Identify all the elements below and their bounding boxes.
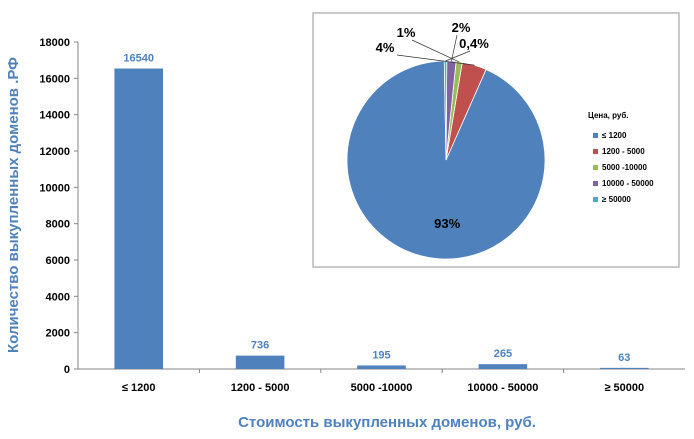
legend-swatch xyxy=(593,197,598,202)
x-category-label: 1200 - 5000 xyxy=(231,382,290,394)
pie-slices xyxy=(346,60,546,260)
legend-label: ≥ 50000 xyxy=(602,195,631,204)
bar-chart: 0 2000 4000 6000 8000 10000 12000 14000 16000 180… xyxy=(5,37,685,431)
y-axis-ticks: 0 2000 4000 6000 8000 10000 12000 14000 16000 180… xyxy=(39,37,78,376)
pie-leader-line xyxy=(396,54,475,66)
pie-legend: Цена, руб. ≤ 1200 1200 - 5000 5000 -10000 1… xyxy=(588,111,654,204)
x-axis-title: Стоимость выкупленных доменов, руб. xyxy=(238,414,536,431)
y-tick-label: 8000 xyxy=(46,219,70,231)
legend-label: 1200 - 5000 xyxy=(602,147,645,156)
legend-title: Цена, руб. xyxy=(588,111,629,120)
bar-data-label: 736 xyxy=(251,340,269,352)
bar-data-label: 195 xyxy=(372,349,390,361)
y-tick-label: 0 xyxy=(64,364,70,376)
bar xyxy=(114,68,163,370)
y-axis-title: Количество выкупленных доменов .РФ xyxy=(5,57,22,353)
legend-label: 5000 -10000 xyxy=(602,163,647,172)
x-category-label: 10000 - 50000 xyxy=(467,382,538,394)
x-category-label: ≥ 50000 xyxy=(604,382,644,394)
legend-label: ≤ 1200 xyxy=(602,131,627,140)
y-tick-label: 6000 xyxy=(46,255,70,267)
legend-swatch xyxy=(593,181,598,186)
bar-data-label: 63 xyxy=(618,352,630,364)
bar xyxy=(235,355,285,369)
y-tick-label: 2000 xyxy=(46,328,70,340)
pie-slice-label: 1% xyxy=(397,25,416,40)
pie-chart-panel: 93% 4%1% 2%0,4% Цена, руб. ≤ 1200 1200 - 50… xyxy=(312,12,680,268)
y-tick-label: 10000 xyxy=(39,182,70,194)
bar xyxy=(600,367,649,369)
y-tick-label: 12000 xyxy=(39,146,70,158)
x-category-label: ≤ 1200 xyxy=(122,382,156,394)
bar xyxy=(478,364,528,369)
bar-series: 16540 736 195 265 63 xyxy=(114,53,649,370)
bar xyxy=(357,365,406,369)
legend-swatch xyxy=(593,149,598,154)
pie-slice-label: 93% xyxy=(434,216,460,231)
pie-leader-line xyxy=(411,39,460,63)
pie-slice-label: 4% xyxy=(376,40,395,55)
x-category-label: 5000 -10000 xyxy=(351,382,413,394)
y-tick-label: 4000 xyxy=(46,291,70,303)
x-axis-categories: ≤ 1200 1200 - 5000 5000 -10000 10000 - 5000… xyxy=(122,369,644,394)
y-tick-label: 18000 xyxy=(39,37,70,49)
legend-swatch xyxy=(593,133,598,138)
pie-labels: 93% 4%1% 2%0,4% xyxy=(376,20,490,231)
pie-leader-line xyxy=(451,34,458,62)
legend-label: 10000 - 50000 xyxy=(602,179,654,188)
pie-slice-label: 0,4% xyxy=(459,36,489,51)
pie-slice-label: 2% xyxy=(452,20,471,35)
bar-data-label: 265 xyxy=(494,348,512,360)
y-tick-label: 14000 xyxy=(39,110,70,122)
legend-swatch xyxy=(593,165,598,170)
bar-data-label: 16540 xyxy=(123,53,154,65)
pie-leader-line xyxy=(445,50,471,62)
y-tick-label: 16000 xyxy=(39,73,70,85)
